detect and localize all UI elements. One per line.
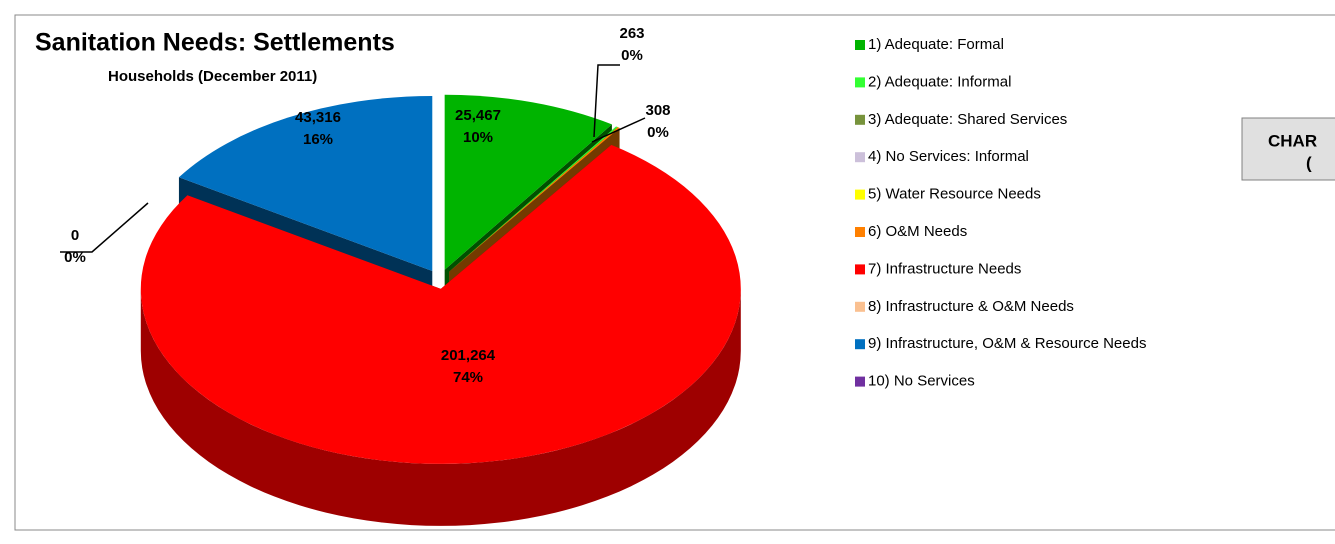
slice [449, 127, 620, 272]
chart-subtitle: Households (December 2011) [108, 68, 317, 85]
legend-swatch [855, 264, 865, 275]
data-label-percent: 16% [303, 131, 333, 148]
legend-label: 9) Infrastructure, O&M & Resource Needs [868, 335, 1146, 352]
legend-label: 1) Adequate: Formal [868, 36, 1004, 53]
legend-swatch [855, 40, 865, 50]
legend-label: 7) Infrastructure Needs [868, 260, 1021, 277]
pie [140, 94, 741, 526]
data-label-percent: 0% [64, 249, 86, 266]
chart-title: Sanitation Needs: Settlements [35, 29, 395, 57]
slice [444, 94, 612, 270]
data-label: 0 [71, 227, 79, 244]
data-label-percent: 10% [463, 129, 493, 146]
legend-label: 6) O&M Needs [868, 223, 967, 240]
annotation: CHAR [1268, 131, 1317, 150]
leader-line [593, 64, 620, 138]
slice [178, 95, 433, 271]
legend-label: 2) Adequate: Informal [868, 73, 1011, 90]
data-label-percent: 74% [453, 369, 483, 386]
legend-swatch [855, 301, 865, 312]
legend-label: 4) No Services: Informal [868, 148, 1029, 165]
annotation: ( [1306, 153, 1312, 172]
legend-label: 10) No Services [868, 373, 975, 390]
legend-swatch [855, 376, 865, 387]
data-label-percent: 0% [621, 47, 643, 64]
legend: 1) Adequate: Formal 2) Adequate: Informal… [855, 36, 1146, 390]
data-label: 308 [645, 102, 670, 119]
data-labels: 25,467 10% 263 0% 308 0% 201,264 74% 0 0% 43,316 16… [64, 25, 670, 386]
legend-label: 5) Water Resource Needs [868, 186, 1041, 203]
legend-swatch [855, 189, 865, 200]
leader-line [60, 202, 149, 253]
data-label: 25,467 [455, 107, 501, 124]
legend-swatch [855, 152, 865, 163]
legend-swatch [855, 114, 865, 125]
legend-swatch [855, 339, 865, 350]
slice-side [140, 288, 741, 526]
data-label: 43,316 [295, 109, 341, 126]
data-label-percent: 0% [647, 124, 669, 141]
data-label: 263 [619, 25, 644, 42]
legend-swatch [855, 227, 865, 237]
legend-swatch [855, 77, 865, 88]
legend-label: 3) Adequate: Shared Services [868, 111, 1067, 128]
slice [140, 144, 741, 464]
side-box [1241, 117, 1335, 181]
leader-line [591, 117, 646, 143]
legend-label: 8) Infrastructure & O&M Needs [868, 298, 1074, 315]
slice [448, 126, 618, 272]
data-label: 201,264 [441, 347, 496, 364]
